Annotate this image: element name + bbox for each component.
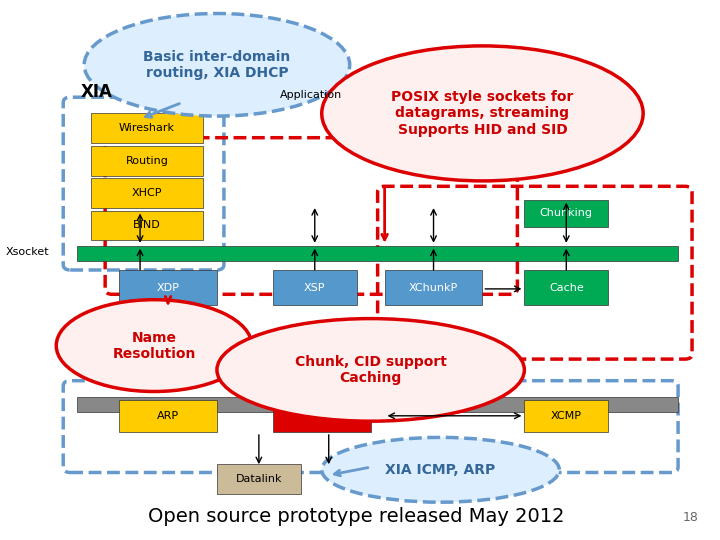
Text: XIP: XIP: [313, 406, 330, 415]
Text: ARP: ARP: [157, 411, 179, 421]
FancyBboxPatch shape: [217, 464, 301, 494]
Text: XCMP: XCMP: [551, 411, 582, 421]
FancyBboxPatch shape: [77, 246, 678, 261]
FancyBboxPatch shape: [91, 211, 203, 240]
FancyBboxPatch shape: [91, 113, 203, 143]
Text: POSIX style sockets for
datagrams, streaming
Supports HID and SID: POSIX style sockets for datagrams, strea…: [391, 90, 574, 137]
Text: Open source prototype released May 2012: Open source prototype released May 2012: [148, 508, 565, 526]
FancyBboxPatch shape: [273, 389, 371, 432]
Text: Chunking: Chunking: [540, 208, 593, 218]
Text: Chunk, CID support
Caching: Chunk, CID support Caching: [294, 355, 446, 385]
Text: XChunkP: XChunkP: [409, 282, 458, 293]
FancyBboxPatch shape: [77, 397, 678, 412]
FancyBboxPatch shape: [524, 200, 608, 227]
Text: Xsocket: Xsocket: [6, 247, 49, 257]
Ellipse shape: [56, 300, 252, 392]
Ellipse shape: [322, 46, 643, 181]
Text: XIA: XIA: [81, 83, 112, 101]
Ellipse shape: [84, 14, 350, 116]
Text: XHCP: XHCP: [132, 188, 162, 198]
Text: Application: Application: [280, 90, 342, 99]
FancyBboxPatch shape: [91, 146, 203, 176]
Text: XSP: XSP: [304, 282, 325, 293]
FancyBboxPatch shape: [524, 270, 608, 305]
FancyBboxPatch shape: [273, 270, 356, 305]
Text: Datalink: Datalink: [235, 474, 282, 484]
Text: Routing: Routing: [125, 156, 168, 166]
Text: XIA ICMP, ARP: XIA ICMP, ARP: [385, 463, 495, 477]
Text: Wireshark: Wireshark: [119, 123, 175, 133]
FancyBboxPatch shape: [91, 178, 203, 208]
FancyBboxPatch shape: [119, 400, 217, 432]
Ellipse shape: [322, 437, 559, 502]
FancyBboxPatch shape: [119, 270, 217, 305]
FancyBboxPatch shape: [524, 400, 608, 432]
Text: Cache: Cache: [549, 282, 584, 293]
Ellipse shape: [217, 319, 524, 421]
Text: 18: 18: [683, 511, 699, 524]
Text: BIND: BIND: [133, 220, 161, 231]
Text: Basic inter-domain
routing, XIA DHCP: Basic inter-domain routing, XIA DHCP: [143, 50, 291, 80]
FancyBboxPatch shape: [384, 270, 482, 305]
Text: XDP: XDP: [156, 282, 179, 293]
Text: Name
Resolution: Name Resolution: [112, 330, 196, 361]
